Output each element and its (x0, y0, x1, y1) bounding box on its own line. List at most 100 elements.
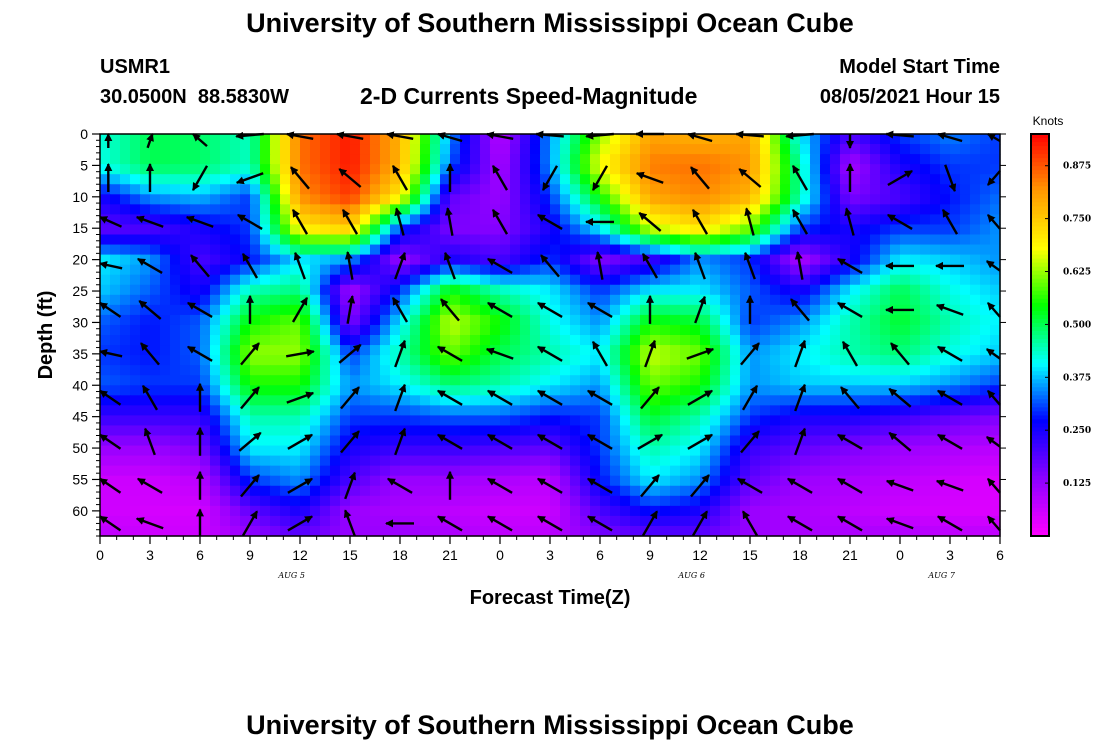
x-tick-label: 15 (342, 547, 358, 563)
current-vector-arrow (837, 477, 863, 494)
current-vector-arrow (391, 296, 409, 323)
model-start-label: Model Start Time (839, 56, 1000, 78)
current-vector-arrow (691, 208, 709, 235)
current-vector-arrow (437, 389, 463, 406)
current-vector-arrow (587, 389, 613, 406)
x-tick-label: 9 (246, 547, 254, 563)
current-vector-arrow (740, 430, 760, 454)
current-vector-arrow (885, 517, 914, 530)
current-vector-arrow (690, 166, 710, 190)
current-vector-arrow (837, 257, 863, 274)
current-vector-arrow (837, 301, 863, 318)
current-vector-arrow (338, 343, 362, 364)
current-vector-arrow (491, 164, 509, 191)
current-vector-arrow (986, 170, 1001, 186)
current-vector-arrow (594, 251, 604, 280)
current-vector-arrow (641, 510, 659, 537)
current-vector-arrow (491, 208, 509, 235)
current-vector-arrow (587, 477, 613, 494)
current-vector-arrow (741, 510, 759, 537)
current-vector-arrow (787, 515, 813, 532)
current-vector-arrow (936, 132, 963, 143)
current-vector-arrow (537, 515, 563, 532)
colorbar-tick-label: 0.375 (1063, 373, 1091, 383)
current-vector-arrow (185, 215, 214, 228)
current-vector-arrow (844, 207, 855, 236)
current-vector-arrow (937, 389, 963, 406)
current-vector-arrow (437, 345, 463, 362)
current-vector-arrow (146, 133, 154, 149)
y-tick-label: 60 (72, 503, 88, 519)
current-vector-arrow (440, 298, 460, 322)
current-vector-arrow (885, 479, 914, 492)
current-vector-arrow (937, 433, 963, 450)
current-vector-arrow (290, 166, 310, 190)
day-label: AUG 6 (677, 571, 705, 580)
y-axis-title: Depth (ft) (35, 291, 57, 380)
current-vector-arrow (140, 342, 160, 366)
current-vector-arrow (787, 477, 813, 494)
current-vector-arrow (744, 207, 755, 236)
current-vector-arrow (887, 213, 913, 230)
current-vector-arrow (235, 172, 264, 185)
x-tick-label: 18 (392, 547, 408, 563)
y-tick-label: 25 (72, 283, 88, 299)
current-vector-arrow (99, 389, 122, 406)
current-vector-arrow (240, 386, 260, 410)
day-labels: AUG 5 AUG 6 AUG 7 (277, 571, 955, 580)
station-id: USMR1 (100, 56, 171, 78)
current-vector-arrow (287, 477, 313, 494)
x-tick-label: 18 (792, 547, 808, 563)
footer-title: University of Southern Mississippi Ocean… (246, 710, 854, 740)
current-vector-arrow (638, 211, 662, 232)
current-vector-arrow (541, 165, 559, 191)
colorbar-tick-label: 0.250 (1063, 426, 1091, 436)
current-vector-arrow (837, 433, 863, 450)
current-vector-arrow (487, 477, 513, 494)
current-vector-arrow (487, 389, 513, 406)
current-vector-arrow (537, 389, 563, 406)
x-tick-label: 15 (742, 547, 758, 563)
current-vector-arrow (344, 251, 354, 280)
x-tick-label: 6 (596, 547, 604, 563)
current-vector-arrow (937, 345, 963, 362)
current-vector-arrow (741, 384, 759, 411)
current-vector-arrow (241, 510, 259, 537)
current-vector-arrow (487, 515, 513, 532)
chart-title: University of Southern Mississippi Ocean… (246, 8, 854, 38)
day-label: AUG 7 (927, 571, 955, 580)
currents-chart: 0 3 6 9 12 15 18 21 0 3 6 9 12 15 18 21 0 3 6 0 5 10 15 20 25 30… (35, 114, 1091, 609)
current-vector-arrow (686, 132, 713, 143)
current-vector-arrow (794, 427, 807, 456)
current-vector-arrow (192, 133, 208, 148)
current-vector-arrow (487, 301, 513, 318)
x-tick-label: 3 (146, 547, 154, 563)
current-vector-arrow (986, 478, 1001, 494)
current-vector-arrow (341, 208, 359, 235)
current-vector-arrow (640, 474, 660, 498)
current-vector-arrow (485, 131, 514, 140)
x-tick-label: 0 (496, 547, 504, 563)
current-vector-arrow (794, 251, 804, 280)
colorbar-tick-label: 0.875 (1063, 162, 1091, 172)
colorbar-tick-label: 0.625 (1063, 268, 1091, 278)
current-vector-arrow (640, 386, 660, 410)
x-tick-label: 9 (646, 547, 654, 563)
colorbar-frame (1030, 133, 1050, 537)
current-vector-arrow (338, 168, 362, 188)
current-vector-arrow (285, 131, 314, 140)
current-vector-arrow (287, 433, 313, 450)
day-label: AUG 5 (277, 571, 305, 580)
current-vector-arrow (240, 474, 260, 498)
station-coords: 30.0500N 88.5830W (100, 86, 290, 108)
colorbar-tick-label: 0.750 (1063, 215, 1091, 225)
y-tick-label: 0 (80, 126, 88, 142)
current-vector-arrow (444, 207, 454, 236)
x-axis-title: Forecast Time(Z) (470, 587, 631, 609)
current-vector-arrow (587, 433, 613, 450)
current-vector-arrow (394, 339, 407, 368)
current-vector-arrow (443, 251, 456, 280)
y-tick-label: 50 (72, 440, 88, 456)
current-vector-arrow (637, 433, 663, 450)
x-tick-label: 6 (996, 547, 1004, 563)
